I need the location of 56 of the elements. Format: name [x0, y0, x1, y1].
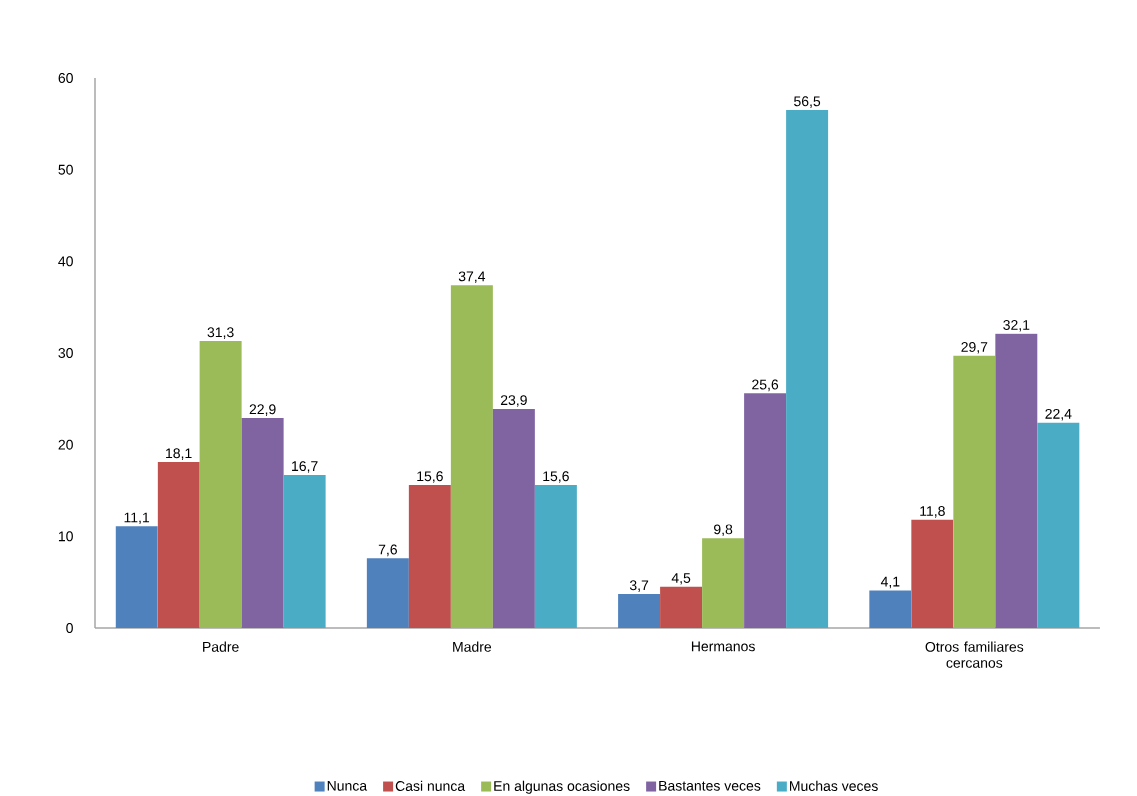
legend-label: En algunas ocasiones	[494, 780, 630, 794]
bar	[241, 417, 284, 628]
data-label: 37,4	[458, 271, 486, 283]
data-label: 3,7	[629, 580, 649, 592]
y-tick-label: 40	[58, 256, 73, 267]
data-label: 16,7	[292, 460, 318, 473]
y-tick-label: 50	[58, 164, 73, 175]
bar	[911, 519, 954, 628]
data-label: 11,8	[920, 505, 945, 518]
data-label: 15,6	[543, 471, 569, 483]
y-tick-label: 60	[58, 72, 73, 83]
data-label: 23,9	[500, 394, 527, 407]
bar	[953, 355, 996, 628]
y-tick-label: 20	[58, 439, 73, 450]
data-label: 9,8	[714, 524, 733, 536]
x-tick-label: Otros familiares cercanos	[925, 641, 1024, 668]
bar	[744, 393, 787, 628]
x-tick-label: Padre	[203, 641, 239, 652]
data-label: 31,3	[207, 327, 234, 339]
legend-label: Bastantes veces	[659, 780, 761, 791]
bar	[618, 593, 661, 628]
bar	[283, 474, 326, 628]
bar	[534, 484, 577, 628]
legend-label: Muchas veces	[789, 780, 878, 791]
data-label: 4,1	[880, 576, 900, 589]
data-label: 18,1	[166, 448, 192, 460]
legend-label: Nunca	[327, 780, 368, 791]
bar	[450, 284, 493, 628]
bar	[115, 526, 158, 628]
data-label: 22,4	[1045, 408, 1072, 421]
data-label: 11,1	[124, 512, 150, 524]
data-label: 4,5	[671, 572, 691, 585]
bar	[408, 484, 451, 628]
y-tick-label: 0	[66, 622, 73, 633]
bar	[199, 340, 242, 628]
data-label: 15,6	[417, 471, 443, 483]
bar	[366, 558, 409, 628]
data-label: 32,1	[1003, 319, 1030, 332]
bar	[995, 333, 1038, 628]
bar	[157, 461, 200, 628]
bar	[492, 408, 535, 628]
bar	[869, 590, 912, 628]
bar	[660, 586, 703, 628]
x-tick-label: Madre	[453, 641, 492, 652]
y-tick-label: 30	[58, 347, 73, 358]
data-label: 25,6	[752, 379, 779, 391]
bar	[786, 109, 829, 628]
data-label: 7,6	[378, 544, 397, 556]
x-tick-label: Hermanos	[691, 641, 755, 652]
y-tick-label: 10	[58, 531, 73, 542]
bar	[702, 537, 745, 628]
data-label: 56,5	[794, 96, 821, 108]
bar	[1037, 422, 1080, 628]
legend-label: Casi nunca	[395, 780, 466, 791]
data-label: 22,9	[249, 404, 276, 416]
data-label: 29,7	[961, 341, 988, 354]
